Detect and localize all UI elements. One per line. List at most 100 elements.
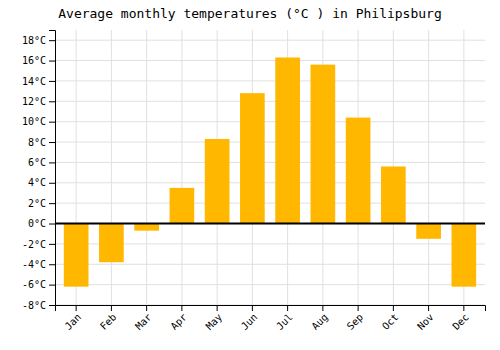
tick: -8°C (22, 300, 55, 311)
tick: 2°C (28, 198, 55, 209)
tick-mark (49, 81, 55, 82)
bar (311, 65, 336, 224)
tick-label: 14°C (22, 76, 46, 87)
tick-label: -8°C (22, 300, 46, 311)
tick-label: Apr (168, 311, 189, 332)
chart: Average monthly temperatures (°C ) in Ph… (0, 0, 500, 350)
tick-mark (146, 305, 147, 311)
tick-mark (322, 305, 323, 311)
tick-mark (463, 305, 464, 311)
tick: 14°C (22, 76, 55, 87)
grid-line (181, 30, 182, 305)
tick-mark (49, 203, 55, 204)
tick-mark (49, 305, 55, 306)
tick-mark (49, 101, 55, 102)
bar (170, 188, 195, 224)
bars (55, 58, 485, 287)
tick-mark (49, 224, 55, 225)
tick: -2°C (22, 239, 55, 250)
grid-line (55, 182, 485, 183)
tick: Aug (309, 305, 330, 332)
grid-line (428, 30, 429, 305)
bar (99, 224, 124, 263)
tick-label: 12°C (22, 96, 46, 107)
grid-line (55, 60, 485, 61)
tick-mark (49, 285, 55, 286)
plot: -8°C -6°C -4°C -2°C 0°C 2°C 4°C 6°C 8°C 10°C 12°C 1… (22, 30, 486, 332)
tick-mark (252, 305, 253, 311)
tick-label: Aug (309, 311, 330, 332)
tick-mark (49, 61, 55, 62)
tick-label: Mar (133, 311, 154, 332)
bar (381, 166, 406, 223)
tick-label: Sep (345, 311, 366, 332)
tick-label: 18°C (22, 35, 46, 46)
tick-mark (181, 305, 182, 311)
tick-mark (49, 40, 55, 41)
tick-mark (111, 305, 112, 311)
x-axis: Jan Feb Mar Apr May Jun Jul Aug Sep Oct Nov Dec (56, 305, 486, 332)
tick: Dec (450, 305, 471, 332)
tick-mark (49, 142, 55, 143)
tick: -6°C (22, 279, 55, 290)
tick-label: Nov (415, 311, 436, 332)
grid-line (55, 162, 485, 163)
tick: 4°C (28, 177, 55, 188)
tick-mark (49, 162, 55, 163)
grid-line (55, 203, 485, 204)
tick: Feb (98, 305, 119, 332)
grid-line (55, 142, 485, 143)
tick-label: Dec (450, 311, 471, 332)
tick-mark (217, 305, 218, 311)
tick-label: 16°C (22, 55, 46, 66)
tick-mark (76, 305, 77, 311)
tick: 8°C (28, 137, 55, 148)
tick: Apr (168, 305, 189, 332)
bar (64, 224, 89, 287)
tick: May (204, 305, 225, 332)
bar (416, 224, 441, 239)
axis-line (56, 306, 486, 312)
bar (452, 224, 477, 287)
tick-label: -4°C (22, 259, 46, 270)
tick-label: 6°C (28, 157, 46, 168)
tick: Sep (345, 305, 366, 332)
tick-label: 4°C (28, 177, 46, 188)
tick: 16°C (22, 55, 55, 66)
grid (55, 30, 485, 305)
grid-line (55, 80, 485, 81)
tick-mark (393, 305, 394, 311)
tick-label: Feb (98, 311, 119, 332)
tick-label: Jun (239, 311, 260, 332)
tick-label: Oct (380, 311, 401, 332)
bar (346, 118, 371, 224)
axis-line (49, 31, 56, 306)
tick-mark (49, 122, 55, 123)
tick: Nov (415, 305, 436, 332)
grid-line (55, 101, 485, 102)
tick-mark (49, 183, 55, 184)
tick: 0°C (28, 218, 55, 229)
tick-label: 2°C (28, 198, 46, 209)
tick: 6°C (28, 157, 55, 168)
title: Average monthly temperatures (°C ) in Ph… (58, 6, 442, 21)
tick: Mar (133, 305, 154, 332)
tick-mark (49, 264, 55, 265)
baseline (55, 223, 485, 225)
y-axis: -8°C -6°C -4°C -2°C 0°C 2°C 4°C 6°C 8°C 10°C 12°C 1… (22, 31, 56, 311)
tick: 10°C (22, 116, 55, 127)
bar (275, 58, 300, 224)
grid-line (55, 121, 485, 122)
tick-mark (287, 305, 288, 311)
tick-label: Jul (274, 311, 295, 332)
tick: -4°C (22, 259, 55, 270)
tick: Jan (63, 305, 84, 332)
bar (240, 93, 265, 223)
bar (205, 139, 230, 224)
tick-label: 8°C (28, 137, 46, 148)
tick-label: May (204, 311, 225, 332)
tick: 12°C (22, 96, 55, 107)
tick: Jun (239, 305, 260, 332)
tick-label: Jan (63, 311, 84, 332)
tick: Oct (380, 305, 401, 332)
